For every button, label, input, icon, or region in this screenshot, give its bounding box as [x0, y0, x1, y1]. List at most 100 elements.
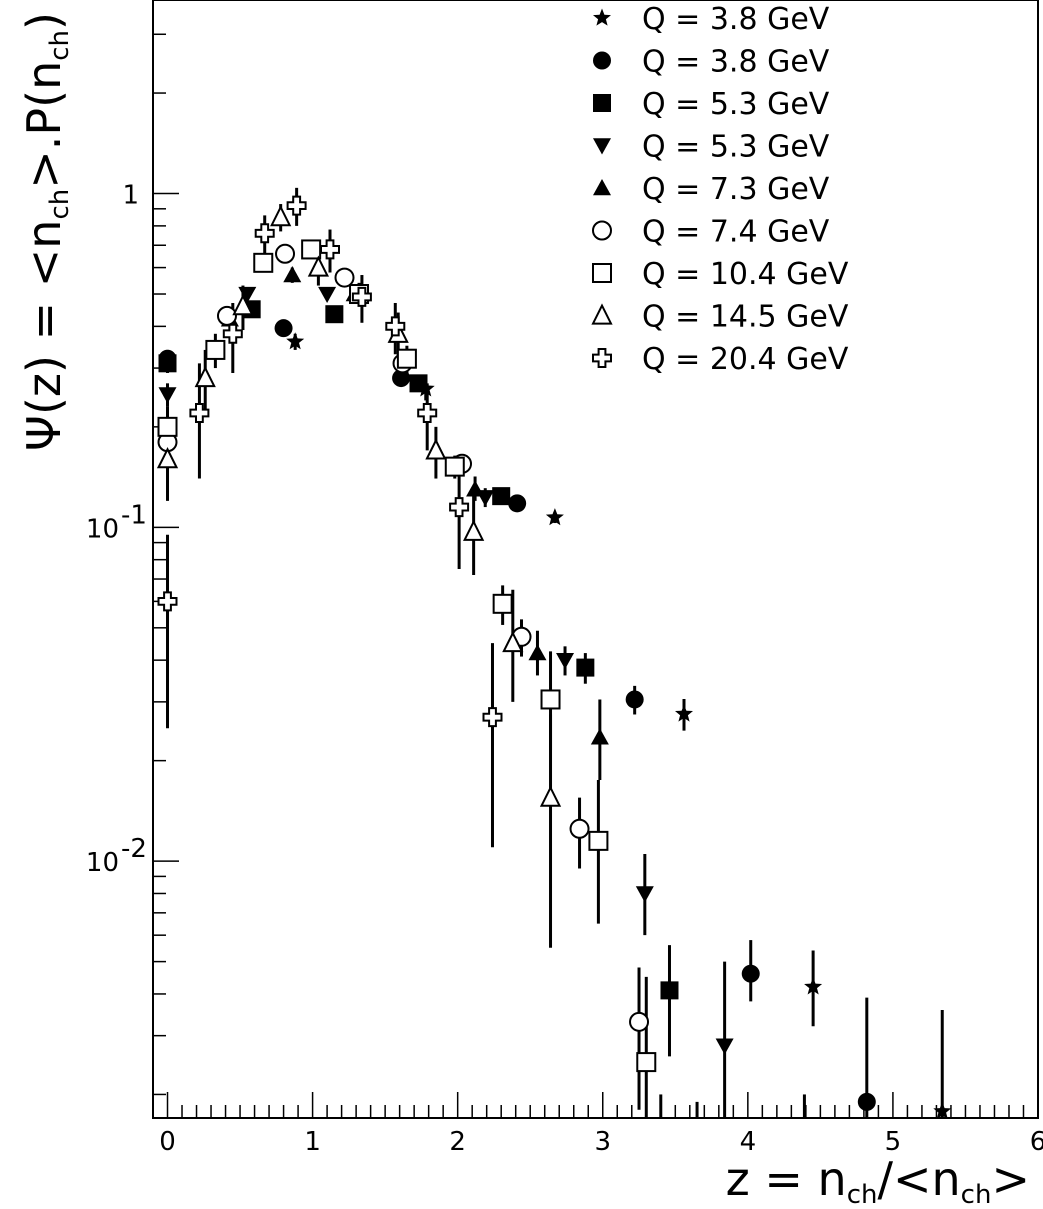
axis-ticks [153, 33, 1039, 1118]
data-point [660, 981, 679, 1000]
legend-label: Q = 3.8 GeV [642, 45, 830, 80]
data-point [625, 690, 644, 709]
data-point [274, 319, 293, 338]
data-point [194, 365, 216, 388]
legend-marker [592, 263, 612, 283]
y-tick-exponent: -2 [121, 834, 147, 864]
data-point [283, 266, 302, 283]
legend-label: Q = 7.3 GeV [642, 172, 830, 207]
data-point [156, 447, 179, 469]
data-point [675, 704, 693, 722]
y-tick-label: 10 [86, 514, 119, 544]
data-point [635, 886, 654, 903]
data-point [417, 403, 438, 423]
data-point [502, 630, 524, 653]
data-point [286, 332, 305, 350]
x-tick-label: 6 [1030, 1127, 1043, 1157]
x-tick-label: 2 [449, 1127, 466, 1157]
legend-label: Q = 14.5 GeV [642, 300, 849, 335]
data-point [715, 1038, 734, 1055]
data-point [804, 977, 823, 995]
legend-marker [593, 51, 611, 70]
data-point [556, 652, 575, 670]
data-point [351, 286, 372, 307]
legend-marker [593, 8, 611, 26]
data-point [636, 1052, 657, 1073]
y-tick-label: 10 [86, 848, 119, 878]
data-point [320, 239, 340, 260]
legend-label: Q = 3.8 GeV [642, 2, 830, 37]
data-point [385, 316, 406, 337]
y-tick-label: 1 [122, 181, 139, 211]
data-point [539, 785, 562, 807]
data-point [270, 204, 292, 227]
data-point [254, 223, 275, 244]
data-point [444, 456, 465, 477]
legend-marker [592, 348, 612, 368]
x-tick-label: 3 [594, 1127, 611, 1157]
legend-label: Q = 10.4 GeV [642, 257, 849, 292]
data-point [334, 267, 355, 288]
data-point [463, 519, 485, 541]
data-point [286, 195, 307, 216]
data-point [576, 658, 595, 677]
legend-label: Q = 7.4 GeV [642, 215, 830, 250]
legend-label: Q = 20.4 GeV [642, 342, 849, 377]
data-point [508, 494, 527, 513]
data-point [569, 818, 590, 839]
data-point [216, 305, 237, 326]
data-point [629, 1011, 650, 1032]
legend-label: Q = 5.3 GeV [642, 87, 830, 122]
data-point [396, 348, 417, 369]
data-point [253, 252, 274, 273]
y-axis-title: Ψ(z) = <nch>.P(nch) [17, 12, 75, 451]
data-point [232, 293, 254, 316]
data-markers [156, 195, 952, 1119]
data-point [492, 593, 513, 614]
data-point [492, 487, 511, 506]
data-point [238, 286, 257, 304]
data-point [158, 387, 177, 404]
data-point [590, 728, 609, 745]
legend-label: Q = 5.3 GeV [642, 130, 830, 165]
data-point [933, 1101, 952, 1119]
data-point [466, 480, 485, 497]
data-point [275, 243, 296, 264]
legend-marker [593, 138, 611, 155]
data-point [741, 964, 760, 983]
data-point [158, 354, 177, 373]
legend-marker [593, 94, 611, 112]
plot-frame [152, 0, 1039, 1119]
data-point [307, 255, 330, 277]
data-point [528, 644, 547, 661]
data-point [392, 369, 411, 388]
data-point [540, 689, 561, 710]
y-tick-exponent: -1 [121, 500, 147, 530]
legend-marker [592, 220, 612, 241]
data-point [545, 508, 564, 526]
data-point [409, 374, 428, 393]
x-tick-label: 5 [885, 1127, 902, 1157]
data-point [189, 403, 210, 423]
data-point [318, 286, 337, 304]
data-point [449, 497, 470, 518]
data-point [857, 1092, 876, 1111]
data-point [157, 416, 178, 437]
x-tick-label: 0 [159, 1127, 176, 1157]
legend: Q = 3.8 GeV Q = 3.8 GeV Q = 5.3 GeV Q = 5.3… [591, 2, 849, 377]
data-point [301, 239, 322, 260]
data-point [205, 339, 226, 360]
data-point [425, 438, 447, 460]
data-point [482, 707, 503, 728]
data-point [222, 323, 243, 344]
legend-marker [591, 303, 613, 325]
x-tick-label: 1 [304, 1127, 321, 1157]
legend-marker [593, 179, 611, 196]
data-point [157, 591, 178, 612]
data-point [325, 305, 344, 324]
data-point [588, 830, 609, 851]
x-tick-label: 4 [740, 1127, 757, 1157]
x-axis-title: z = nch/<nch> [726, 1152, 1030, 1209]
